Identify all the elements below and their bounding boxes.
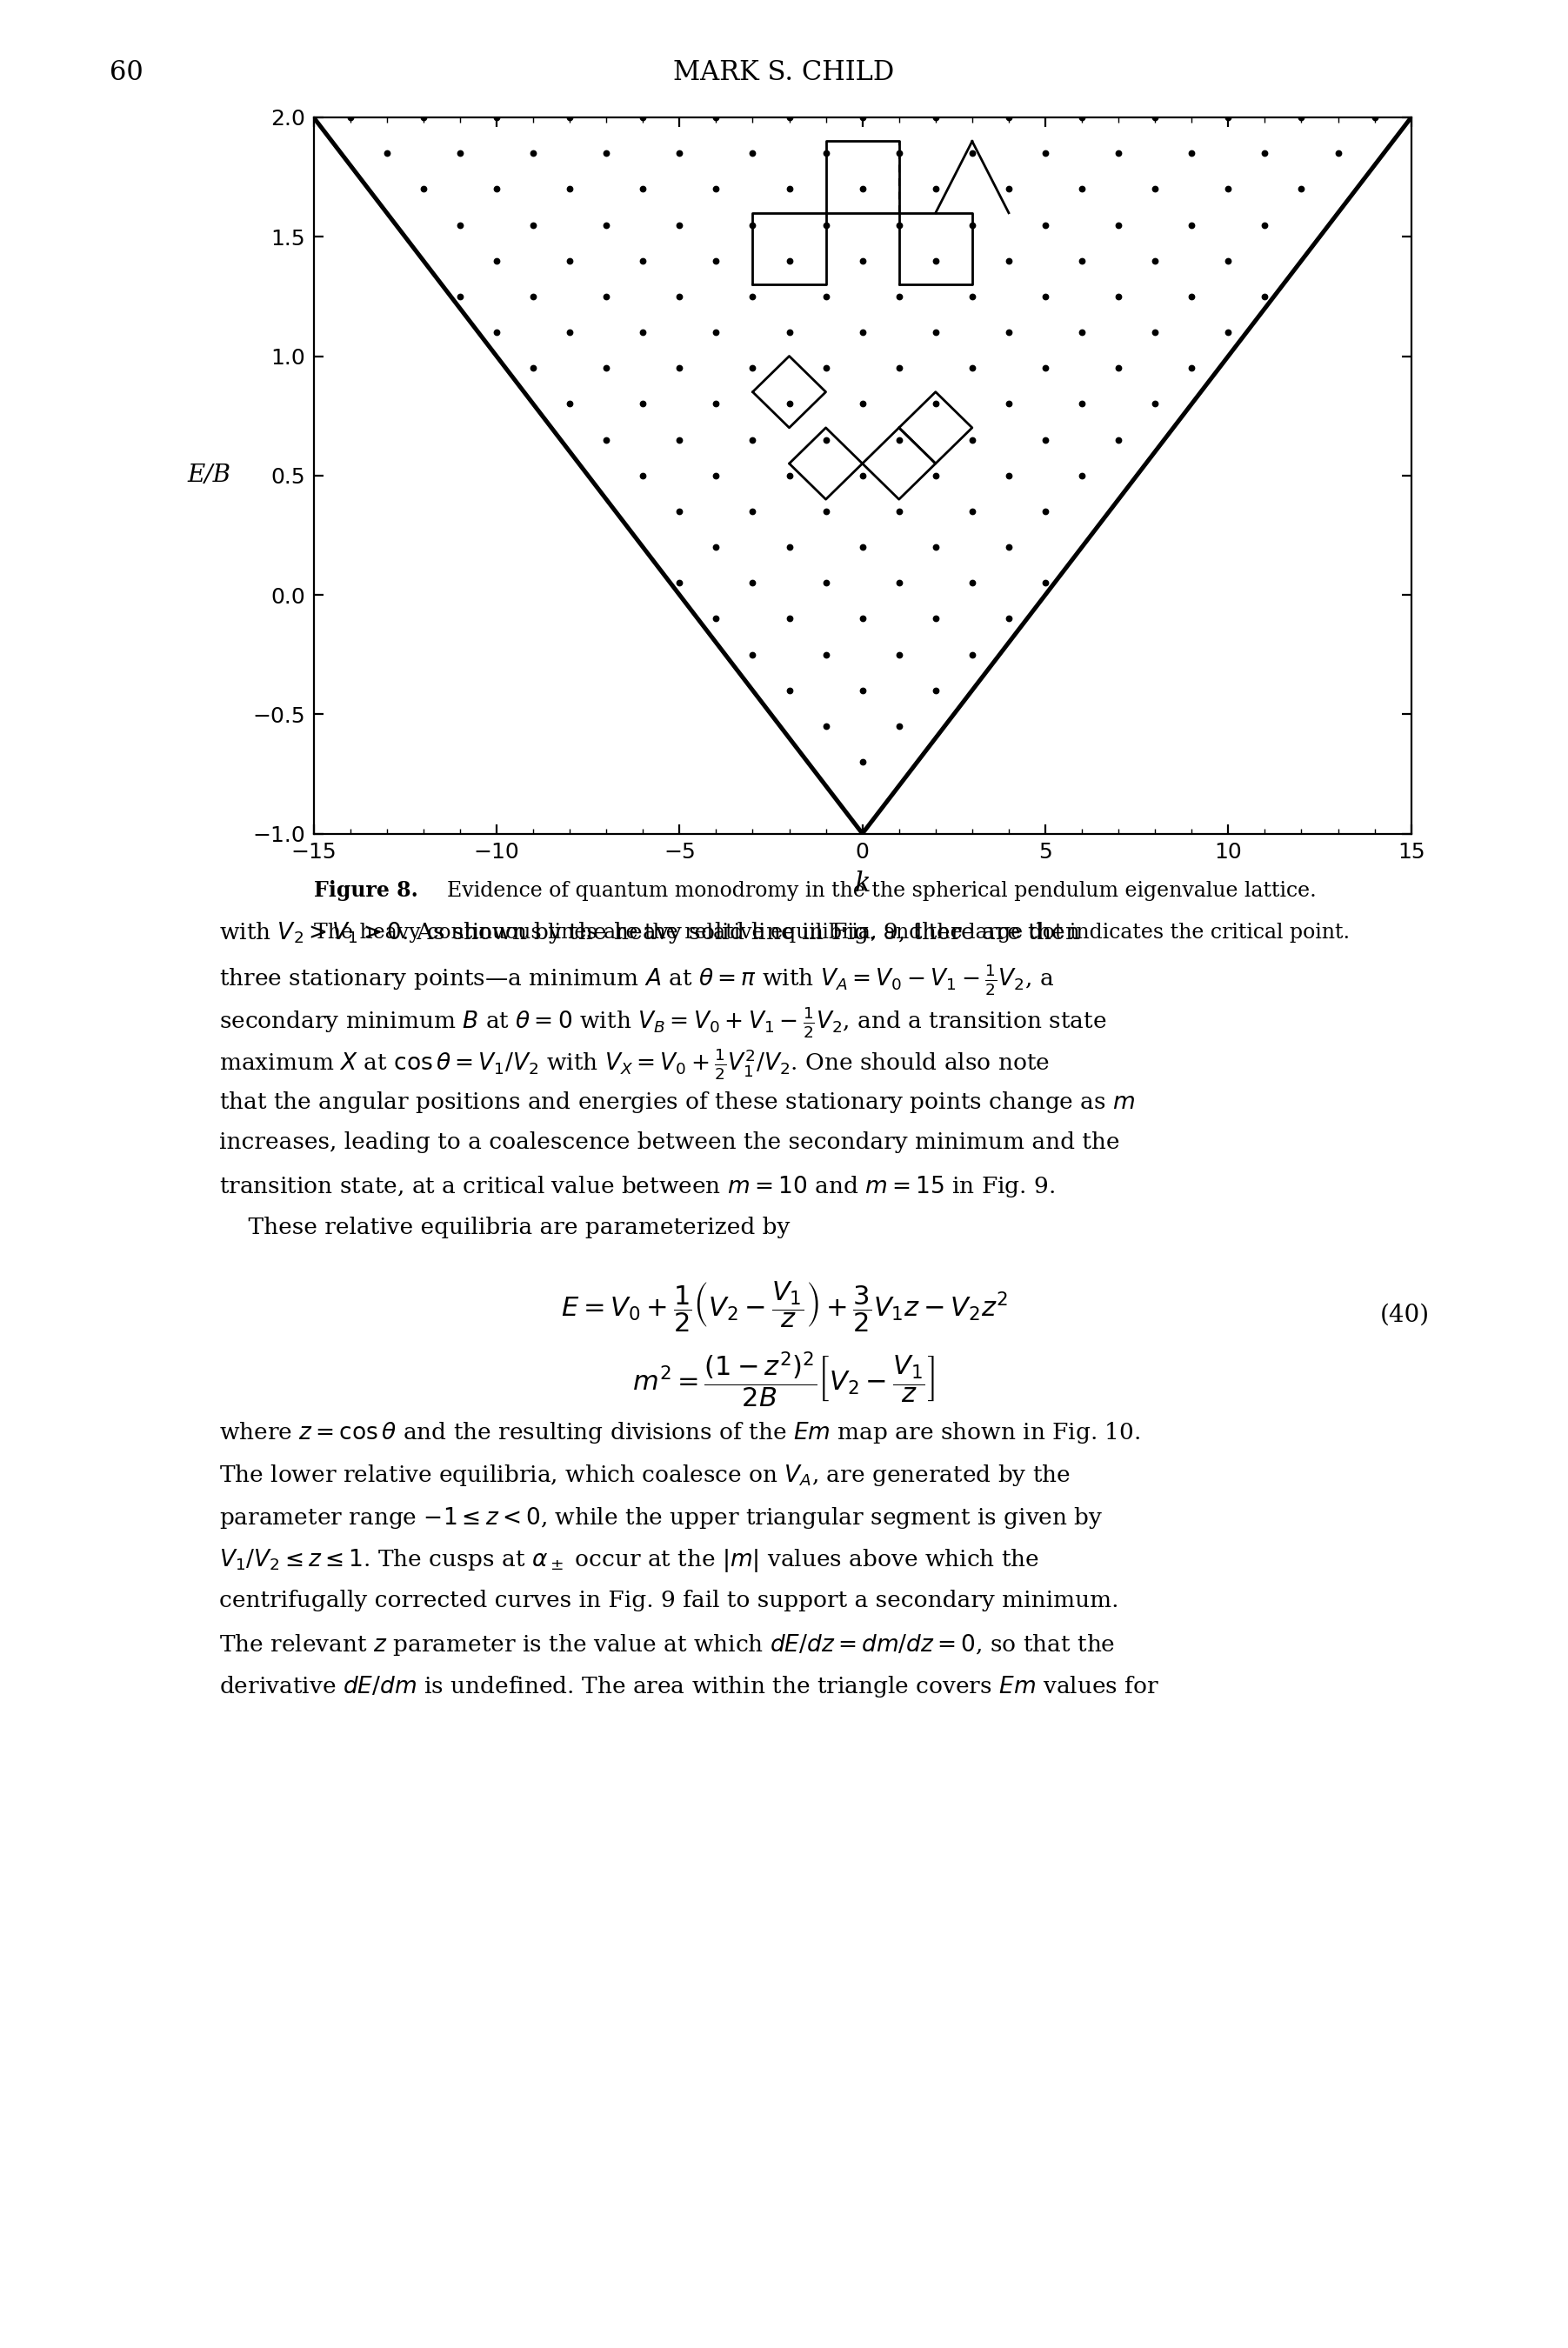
Text: with $V_2 > V_1 > 0$. As shown by the heavy solid line in Fig. 9, there are then: with $V_2 > V_1 > 0$. As shown by the he…: [220, 920, 1080, 946]
Text: These relative equilibria are parameterized by: These relative equilibria are parameteri…: [220, 1216, 790, 1237]
Text: The relevant $z$ parameter is the value at which $dE/dz = dm/dz = 0$, so that th: The relevant $z$ parameter is the value …: [220, 1632, 1115, 1658]
Text: 60: 60: [110, 59, 143, 85]
Text: The lower relative equilibria, which coalesce on $V_A$, are generated by the: The lower relative equilibria, which coa…: [220, 1463, 1071, 1489]
Text: secondary minimum $B$ at $\theta = 0$ with $V_B = V_0 + V_1 - \frac{1}{2}V_2$, a: secondary minimum $B$ at $\theta = 0$ wi…: [220, 1005, 1107, 1040]
Text: Figure 8.: Figure 8.: [314, 880, 417, 902]
Text: MARK S. CHILD: MARK S. CHILD: [673, 59, 895, 85]
Text: transition state, at a critical value between $m = 10$ and $m = 15$ in Fig. 9.: transition state, at a critical value be…: [220, 1174, 1055, 1200]
Y-axis label: E/B: E/B: [187, 465, 230, 488]
Text: Evidence of quantum monodromy in the the spherical pendulum eigenvalue lattice.: Evidence of quantum monodromy in the the…: [447, 880, 1316, 902]
Text: three stationary points—a minimum $A$ at $\theta = \pi$ with $V_A = V_0 - V_1 - : three stationary points—a minimum $A$ at…: [220, 963, 1055, 998]
Text: maximum $X$ at $\cos\theta = V_1/V_2$ with $V_X = V_0 + \frac{1}{2}V_1^2/V_2$. O: maximum $X$ at $\cos\theta = V_1/V_2$ wi…: [220, 1047, 1051, 1082]
Text: parameter range $-1 \leq z < 0$, while the upper triangular segment is given by: parameter range $-1 \leq z < 0$, while t…: [220, 1505, 1104, 1531]
Text: $V_1/V_2 \leq z \leq 1$. The cusps at $\alpha_\pm$ occur at the $|m|$ values abo: $V_1/V_2 \leq z \leq 1$. The cusps at $\…: [220, 1547, 1040, 1573]
Text: $m^2 = \dfrac{(1-z^2)^2}{2B}\left[V_2 - \dfrac{V_1}{z}\right]$: $m^2 = \dfrac{(1-z^2)^2}{2B}\left[V_2 - …: [632, 1350, 936, 1409]
Text: derivative $dE/dm$ is undefined. The area within the triangle covers $Em$ values: derivative $dE/dm$ is undefined. The are…: [220, 1674, 1160, 1700]
Text: where $z = \cos\theta$ and the resulting divisions of the $Em$ map are shown in : where $z = \cos\theta$ and the resulting…: [220, 1421, 1140, 1446]
Text: (40): (40): [1380, 1303, 1430, 1327]
Text: centrifugally corrected curves in Fig. 9 fail to support a secondary minimum.: centrifugally corrected curves in Fig. 9…: [220, 1590, 1120, 1611]
Text: increases, leading to a coalescence between the secondary minimum and the: increases, leading to a coalescence betw…: [220, 1132, 1120, 1153]
X-axis label: k: k: [855, 871, 870, 897]
Text: that the angular positions and energies of these stationary points change as $m$: that the angular positions and energies …: [220, 1089, 1135, 1115]
Text: $E = V_0 + \dfrac{1}{2}\left(V_2 - \dfrac{V_1}{z}\right) + \dfrac{3}{2}V_1 z - V: $E = V_0 + \dfrac{1}{2}\left(V_2 - \dfra…: [560, 1280, 1008, 1334]
Text: The heavy continuous lines are the relative equilibria, and the large dot indica: The heavy continuous lines are the relat…: [314, 923, 1350, 944]
